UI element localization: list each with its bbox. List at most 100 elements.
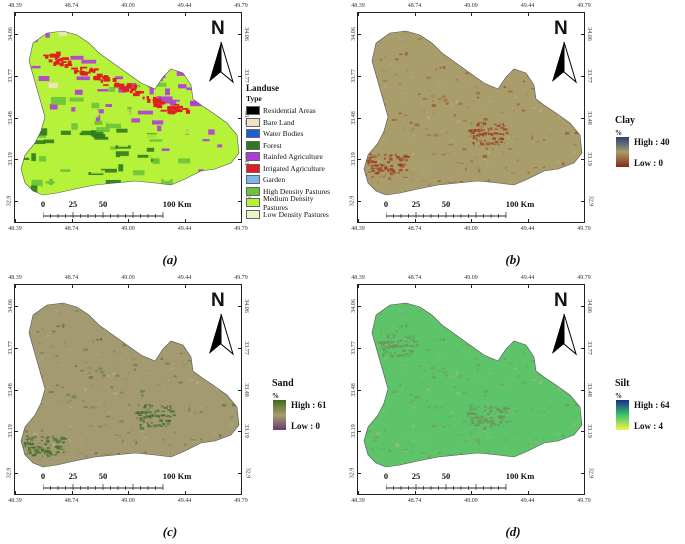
north-label: N — [211, 290, 225, 311]
lat-tick-left: 32.9 — [6, 195, 13, 207]
tick-mark — [358, 285, 359, 288]
legend-title: Landuse — [246, 83, 280, 93]
legend-item: Irrigated Agriculture — [246, 163, 340, 175]
lon-tick-top: 49.44 — [520, 3, 535, 9]
legend-item: Forest — [246, 140, 340, 152]
legend-swatch — [246, 106, 260, 116]
landuse-legend: Landuse Type Residential Areas Bare Land Wat… — [246, 83, 340, 220]
tick-mark — [15, 491, 16, 494]
tick-mark — [238, 201, 241, 203]
tick-mark — [241, 285, 242, 288]
tick-mark — [581, 347, 584, 349]
tick-mark — [128, 13, 129, 16]
tick-mark — [527, 13, 529, 16]
scale-label: 50 — [441, 199, 451, 209]
lat-tick-right: 34.06 — [585, 27, 592, 41]
tick-mark — [471, 285, 472, 288]
lat-tick-left: 33.19 — [7, 424, 14, 439]
lon-tick-top: 49.79 — [577, 3, 591, 9]
tick-mark — [128, 219, 129, 222]
lat-tick-right: 33.77 — [242, 340, 249, 355]
tick-mark — [15, 33, 18, 35]
legend-swatch — [246, 175, 260, 185]
lat-tick-left: 33.48 — [7, 382, 14, 397]
lon-tick-bottom: 49.79 — [577, 226, 591, 232]
panel-caption: (d) — [505, 524, 521, 539]
legend-label: Bare Land — [263, 117, 295, 127]
lon-tick-top: 49.09 — [121, 275, 135, 281]
region-outline — [20, 302, 240, 468]
tick-mark — [358, 75, 361, 77]
north-arrow-icon: N — [544, 290, 584, 365]
lon-tick-bottom: 49.09 — [464, 498, 478, 504]
scale-label: 25 — [411, 199, 421, 209]
tick-mark — [584, 13, 585, 16]
lat-tick-left: 34.06 — [7, 299, 14, 313]
scale-label: 0 — [383, 199, 389, 209]
lon-tick-bottom: 49.44 — [177, 226, 192, 232]
lat-tick-left: 33.77 — [7, 340, 14, 355]
tick-mark — [15, 347, 18, 349]
tick-mark — [358, 347, 361, 349]
colorbar-title: Clay — [615, 115, 635, 126]
tick-mark — [358, 159, 361, 161]
tick-mark — [358, 201, 361, 203]
north-arrow-icon: N — [544, 18, 584, 93]
map-frame: 48.39 48.74 49.09 49.44 49.79 48.39 48.74 49.09… — [6, 3, 250, 232]
colorbar-gradient — [616, 400, 629, 430]
tick-mark — [358, 219, 359, 222]
tick-mark — [128, 491, 129, 494]
region-outline — [363, 302, 583, 468]
lat-tick-left: 33.48 — [350, 110, 357, 125]
legend-item: Garden — [246, 174, 340, 186]
scale-label: 100 Km — [505, 471, 535, 481]
legend-item: Medium Density Pastures — [246, 194, 340, 212]
lat-tick-right: 33.77 — [585, 68, 592, 83]
lon-tick-top: 49.79 — [234, 3, 248, 9]
lon-tick-bottom: 49.44 — [177, 498, 192, 504]
tick-mark — [581, 33, 584, 35]
tick-mark — [581, 117, 584, 119]
scale-bar: 0 25 50 100 Km — [41, 199, 203, 223]
tick-mark — [581, 431, 584, 433]
lat-tick-left: 33.19 — [350, 152, 357, 167]
lat-tick-left: 34.06 — [350, 299, 357, 313]
tick-mark — [15, 201, 18, 203]
tick-mark — [71, 219, 73, 222]
tick-mark — [414, 13, 416, 16]
legend-swatch — [246, 186, 260, 196]
tick-mark — [238, 473, 241, 475]
tick-mark — [581, 305, 584, 307]
panel-caption: (a) — [162, 252, 178, 267]
legend-swatch — [246, 129, 260, 139]
legend-item: Low Density Pastures — [246, 209, 340, 221]
tick-mark — [15, 305, 18, 307]
tick-mark — [238, 75, 241, 77]
tick-mark — [584, 491, 585, 494]
landuse-raster — [21, 31, 239, 195]
tick-mark — [15, 285, 16, 288]
tick-mark — [358, 389, 361, 391]
scale-label: 25 — [68, 471, 78, 481]
lat-tick-left: 33.19 — [7, 152, 14, 167]
legend-label: Garden — [263, 175, 286, 185]
lon-tick-top: 49.09 — [464, 275, 478, 281]
legend-subtitle: Type — [246, 94, 262, 103]
tick-mark — [358, 431, 361, 433]
legend-swatch — [246, 209, 260, 219]
tick-mark — [471, 491, 472, 494]
legend-label: Low Density Pastures — [263, 209, 329, 219]
legend-item: Rainfed Agriculture — [246, 151, 340, 163]
map-frame: 48.39 48.74 49.09 49.44 49.79 48.39 48.74 49.09… — [349, 3, 593, 232]
lat-tick-left: 33.48 — [350, 382, 357, 397]
lon-tick-bottom: 48.39 — [351, 498, 365, 504]
lat-tick-right: 33.19 — [585, 424, 592, 439]
colorbar-unit: % — [272, 392, 279, 400]
tick-mark — [71, 491, 73, 494]
legend-label: Residential Areas — [263, 106, 316, 116]
lat-tick-right: 32.9 — [586, 195, 593, 207]
tick-mark — [358, 13, 359, 16]
lat-tick-right: 34.06 — [242, 299, 249, 313]
legend-item: High Density Pastures — [246, 186, 340, 198]
tick-mark — [527, 491, 529, 494]
